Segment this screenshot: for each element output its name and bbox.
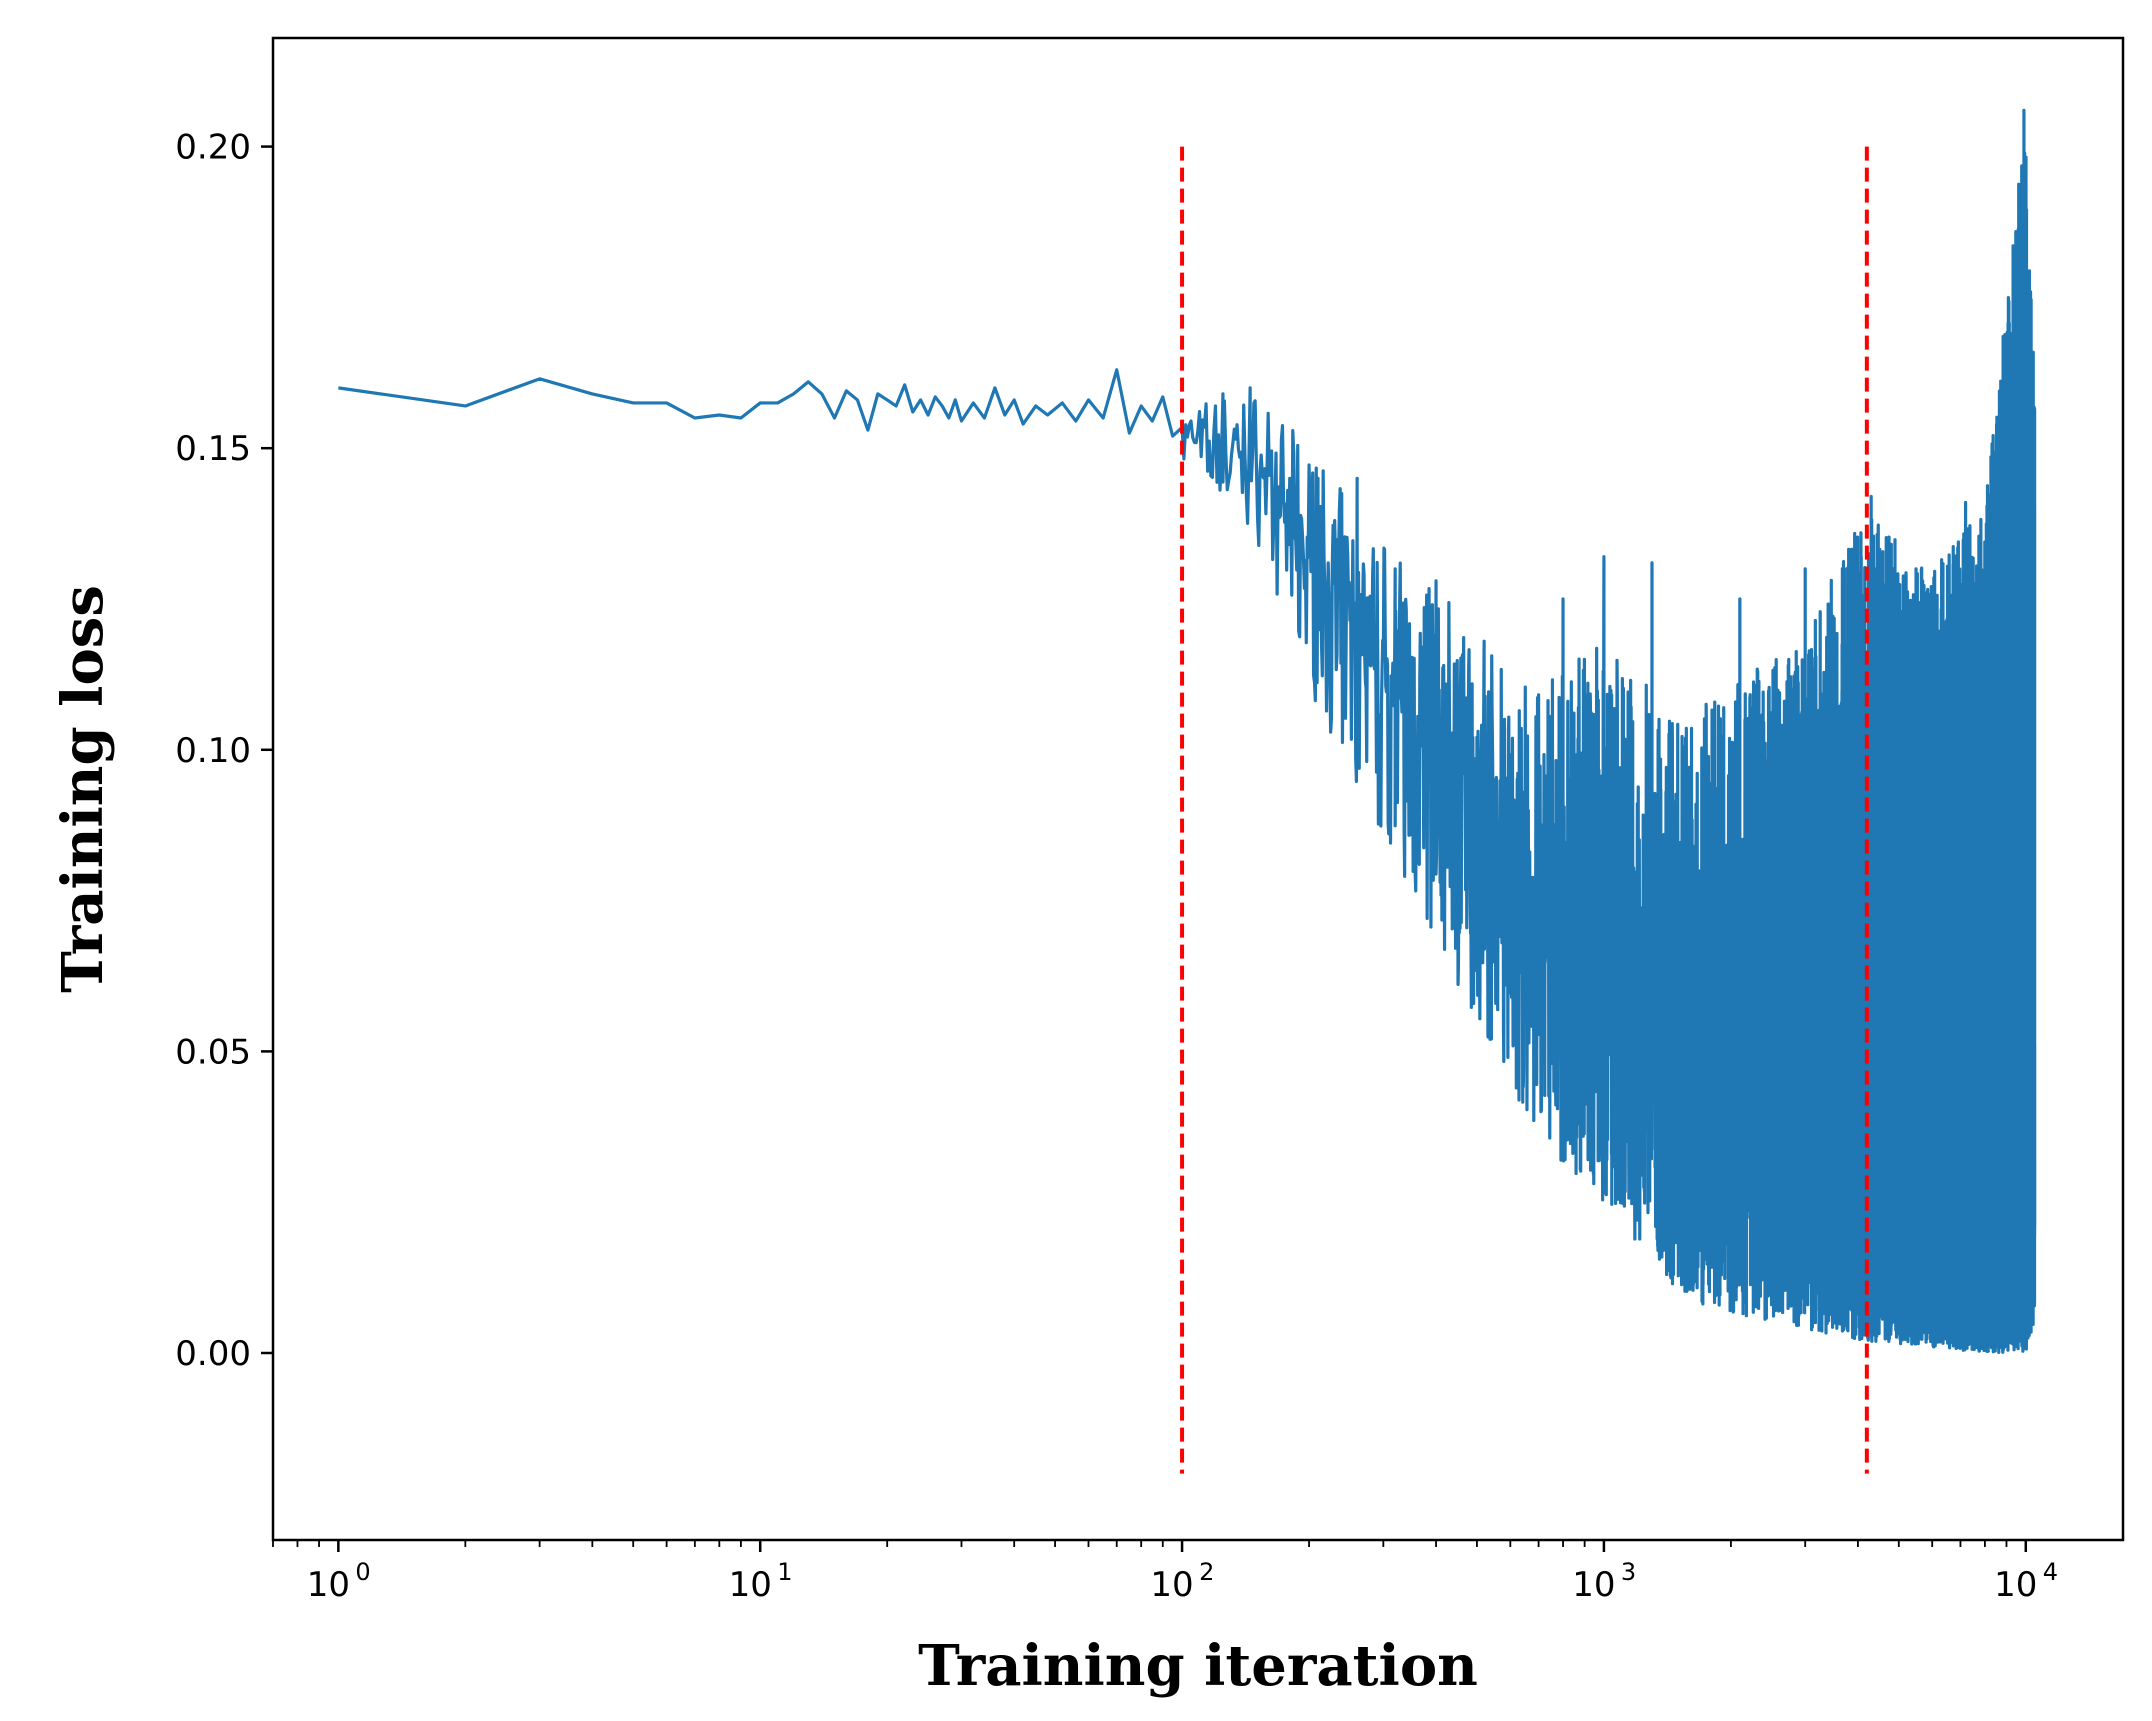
- loss-series-line: [338, 108, 2037, 1354]
- y-tick-label: 0.00: [175, 1334, 251, 1374]
- y-tick-label: 0.05: [175, 1032, 251, 1072]
- x-tick-label: 10: [1150, 1565, 1193, 1605]
- marker-lines: [1180, 146, 1869, 1474]
- y-tick-label: 0.10: [175, 731, 251, 771]
- x-tick-exponent: 0: [355, 1558, 370, 1586]
- y-tick-label: 0.15: [175, 429, 251, 469]
- y-tick-label: 0.20: [175, 128, 251, 168]
- plot-frame: [271, 36, 2125, 1542]
- x-axis-ticks: 10 0 10 1 10 2 10 3 10 4: [272, 1540, 2058, 1605]
- x-tick-exponent: 3: [1621, 1558, 1636, 1586]
- x-tick-label: 10: [307, 1565, 350, 1605]
- y-axis-label: Training loss: [50, 585, 116, 993]
- x-tick-label: 10: [729, 1565, 772, 1605]
- x-tick-exponent: 2: [1199, 1558, 1214, 1586]
- x-tick-label: 10: [1994, 1565, 2037, 1605]
- x-tick-label: 10: [1572, 1565, 1615, 1605]
- y-axis-ticks: 0.00 0.05 0.10 0.15 0.20: [175, 128, 273, 1374]
- x-tick-exponent: 4: [2043, 1558, 2058, 1586]
- x-axis-label: Training iteration: [918, 1633, 1478, 1699]
- series-layer: [338, 108, 2037, 1354]
- x-tick-exponent: 1: [777, 1558, 792, 1586]
